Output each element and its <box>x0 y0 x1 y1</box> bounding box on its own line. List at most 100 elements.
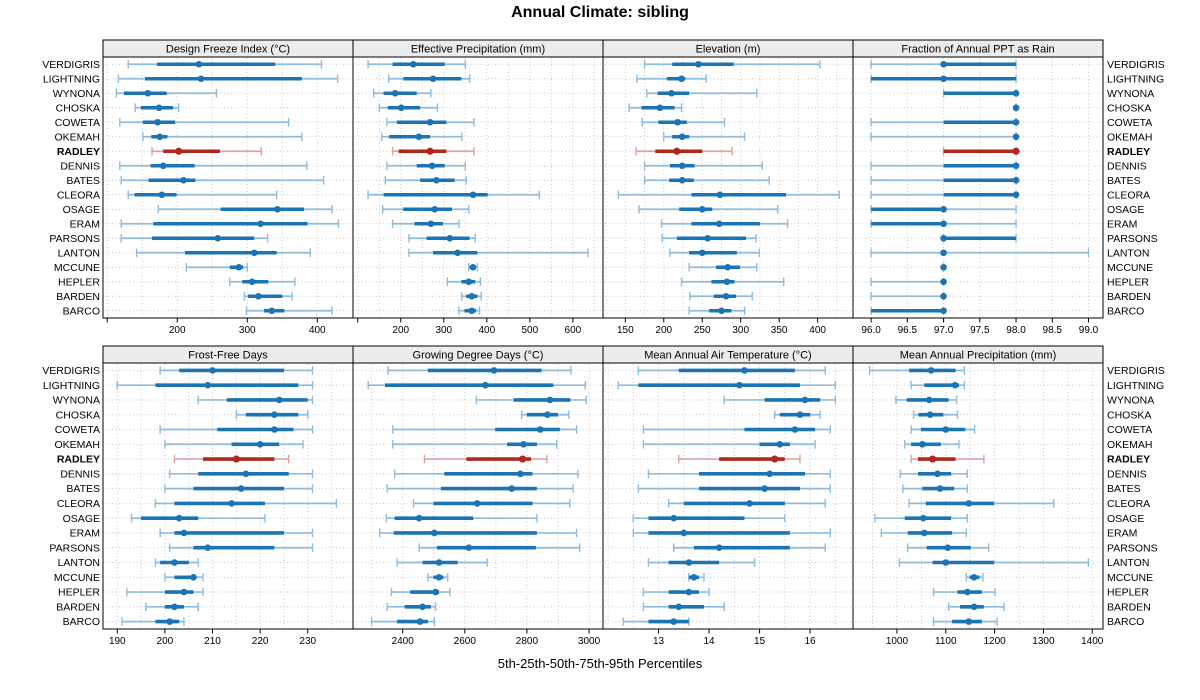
station-label-left: LANTON <box>58 247 100 259</box>
axis-tick-label: 2800 <box>516 636 539 647</box>
station-label-right: DENNIS <box>1107 468 1147 480</box>
station-label-left: BARCO <box>63 616 100 628</box>
station-label-left: RADLEY <box>57 454 100 466</box>
median-dot <box>940 234 947 242</box>
station-label-left: VERDIGRIS <box>42 365 100 377</box>
median-dot <box>741 367 748 374</box>
median-dot <box>209 367 216 374</box>
axis-tick-label: 97.5 <box>970 325 990 336</box>
median-dot <box>724 263 731 271</box>
median-dot <box>936 485 944 492</box>
panel-strip-title: Mean Annual Precipitation (mm) <box>900 350 1057 362</box>
station-label-right: CLEORA <box>1107 189 1150 201</box>
axis-tick-label: 190 <box>109 636 126 647</box>
station-label-right: VERDIGRIS <box>1107 59 1165 71</box>
median-dot <box>431 205 439 213</box>
axis-tick-label: 97.0 <box>934 325 954 336</box>
station-label-left: LANTON <box>58 557 100 569</box>
axis-tick-label: 150 <box>617 325 634 336</box>
median-dot <box>204 381 212 389</box>
median-dot <box>940 263 947 271</box>
median-dot <box>171 603 178 611</box>
median-dot <box>926 411 934 419</box>
median-dot <box>255 292 262 300</box>
station-label-left: HEPLER <box>58 276 100 288</box>
median-dot <box>920 514 927 522</box>
median-dot <box>274 205 281 213</box>
panel-strip-title: Elevation (m) <box>696 44 761 56</box>
axis-tick-label: 1200 <box>983 636 1006 647</box>
axis-tick-label: 350 <box>771 325 788 336</box>
median-dot <box>716 191 724 199</box>
axis-tick-label: 13 <box>653 636 665 647</box>
panel-box <box>352 362 604 630</box>
median-dot <box>432 588 439 596</box>
station-label-left: MCCUNE <box>54 262 100 274</box>
station-label-left: DENNIS <box>60 468 100 480</box>
median-dot <box>695 60 702 68</box>
station-label-right: ERAM <box>1107 218 1137 230</box>
median-dot <box>180 176 187 184</box>
station-label-left: COWETA <box>55 117 100 129</box>
station-label-right: COWETA <box>1107 117 1152 129</box>
median-dot <box>761 485 768 492</box>
median-dot <box>415 514 423 522</box>
axis-tick-label: 200 <box>655 325 672 336</box>
median-dot <box>154 118 161 126</box>
station-label-right: HEPLER <box>1107 276 1149 288</box>
median-dot <box>801 396 809 404</box>
median-dot <box>796 411 804 419</box>
median-dot <box>970 603 978 611</box>
axis-tick-label: 98.0 <box>1006 325 1026 336</box>
station-label-left: OKEMAH <box>54 439 100 451</box>
panel-strip-title: Effective Precipitation (mm) <box>411 44 545 56</box>
median-dot <box>204 544 212 552</box>
station-label-right: BATES <box>1107 483 1141 495</box>
median-dot <box>718 307 725 315</box>
median-dot <box>214 234 222 242</box>
axis-tick-label: 230 <box>299 636 316 647</box>
median-dot <box>508 485 515 492</box>
panel-box <box>102 362 354 630</box>
station-label-left: ERAM <box>70 218 100 230</box>
median-dot <box>963 588 971 596</box>
station-label-left: BATES <box>66 175 100 187</box>
station-label-left: WYNONA <box>53 395 100 407</box>
station-label-right: WYNONA <box>1107 395 1154 407</box>
panel-strip-title: Mean Annual Air Temperature (°C) <box>644 350 811 362</box>
median-dot <box>518 455 527 463</box>
station-label-right: CHOSKA <box>1107 409 1151 421</box>
station-label-left: CHOSKA <box>56 409 100 421</box>
median-dot <box>520 440 527 448</box>
median-dot <box>942 426 950 433</box>
median-dot <box>1012 176 1020 184</box>
median-dot <box>678 133 686 141</box>
median-dot <box>166 618 173 625</box>
station-label-right: COWETA <box>1107 424 1152 436</box>
median-dot <box>1012 104 1020 112</box>
median-dot <box>674 118 681 126</box>
station-label-left: CLEORA <box>57 498 100 510</box>
median-dot <box>673 147 681 155</box>
median-dot <box>257 220 264 228</box>
median-dot <box>468 307 476 315</box>
axis-tick-label: 2600 <box>454 636 477 647</box>
median-dot <box>419 603 426 611</box>
station-label-right: HEPLER <box>1107 587 1149 599</box>
median-dot <box>180 588 188 596</box>
median-dot <box>1012 162 1020 170</box>
median-dot <box>416 618 424 625</box>
axis-tick-label: 14 <box>703 636 715 647</box>
median-dot <box>940 60 947 68</box>
median-dot <box>698 205 706 213</box>
station-label-right: BARDEN <box>1107 291 1151 303</box>
median-dot <box>925 396 933 404</box>
median-dot <box>426 147 434 155</box>
median-dot <box>155 104 163 112</box>
panel-box <box>352 56 604 319</box>
station-label-right: MCCUNE <box>1107 262 1153 274</box>
median-dot <box>546 396 554 404</box>
median-dot <box>235 263 243 271</box>
median-dot <box>771 455 779 463</box>
median-dot <box>409 60 417 68</box>
